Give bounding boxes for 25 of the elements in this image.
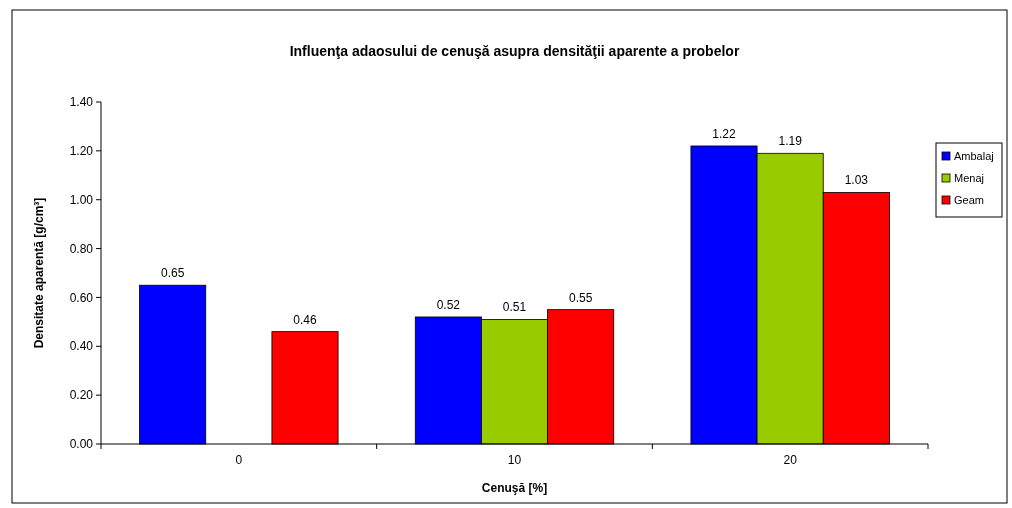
x-tick-label: 20: [783, 453, 798, 467]
data-label: 0.46: [293, 312, 317, 327]
x-axis-title: Cenuşă [%]: [481, 481, 548, 495]
data-label: 1.22: [712, 126, 737, 141]
data-label: 0.65: [160, 266, 185, 281]
data-label: 0.51: [502, 300, 527, 315]
data-label: 1.19: [778, 134, 803, 149]
data-label: 0.52: [436, 297, 461, 312]
legend-label: Menaj: [954, 172, 984, 184]
y-tick-label: 1.20: [69, 144, 94, 159]
data-label: 0.55: [568, 290, 593, 305]
x-tick-label: 0: [235, 453, 243, 467]
y-tick-label: 0.80: [69, 241, 94, 256]
legend-label: Geam: [954, 194, 984, 206]
y-tick-label: 0.40: [69, 339, 94, 354]
y-tick-label: 0.20: [69, 388, 94, 403]
y-tick-label: 0.00: [69, 437, 94, 452]
legend-label: Ambalaj: [954, 150, 994, 162]
chart-title: Influenţa adaosului de cenuşă asupra densităţii aparente a probelor: [289, 43, 740, 59]
y-tick-label: 1.00: [69, 192, 94, 207]
x-tick-label: 10: [507, 453, 522, 467]
y-axis-title: Densitate aparentă [g/cm³]: [32, 197, 46, 349]
data-label: 1.03: [844, 173, 869, 188]
y-tick-label: 1.40: [69, 95, 94, 110]
y-tick-label: 0.60: [69, 290, 94, 305]
